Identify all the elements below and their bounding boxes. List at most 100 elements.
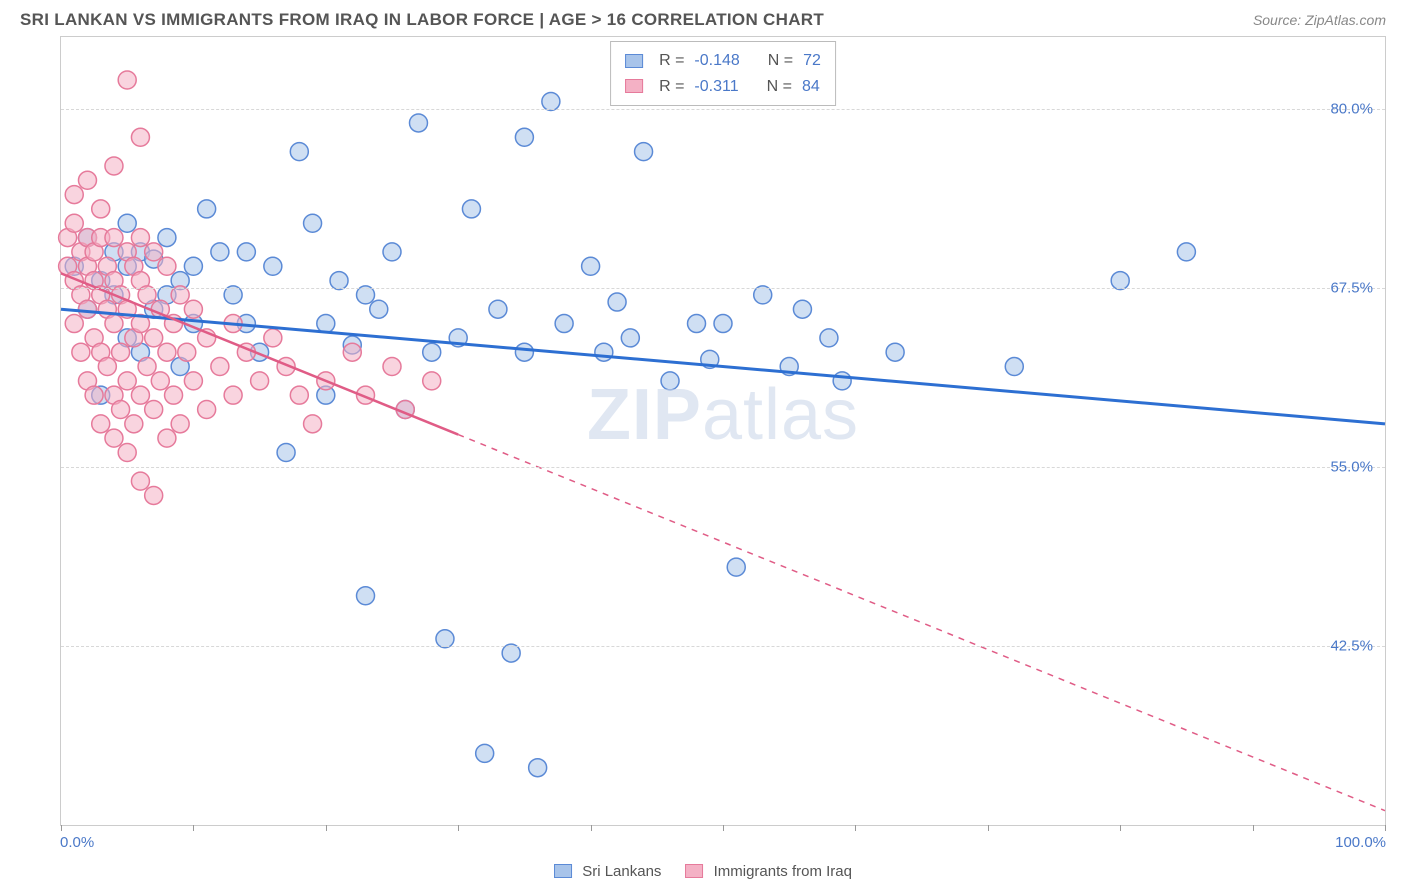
scatter-point [383, 358, 401, 376]
scatter-point [224, 386, 242, 404]
scatter-point [886, 343, 904, 361]
scatter-point [529, 759, 547, 777]
chart-svg [61, 37, 1385, 825]
scatter-point [145, 401, 163, 419]
legend-label: Sri Lankans [582, 863, 661, 880]
scatter-point [105, 429, 123, 447]
y-tick-label: 42.5% [1330, 637, 1373, 654]
x-axis-labels: 0.0% 100.0% [60, 834, 1386, 854]
scatter-point [118, 214, 136, 232]
scatter-point [158, 257, 176, 275]
scatter-point [515, 343, 533, 361]
grid-line [61, 467, 1385, 468]
scatter-point [145, 486, 163, 504]
scatter-point [184, 257, 202, 275]
x-tick [1385, 825, 1386, 831]
legend-swatch-icon [685, 864, 703, 878]
legend-item: Sri Lankans [554, 863, 661, 880]
scatter-point [211, 358, 229, 376]
scatter-point [198, 200, 216, 218]
grid-line [61, 288, 1385, 289]
title-bar: SRI LANKAN VS IMMIGRANTS FROM IRAQ IN LA… [0, 0, 1406, 36]
scatter-point [727, 558, 745, 576]
scatter-point [383, 243, 401, 261]
scatter-point [65, 186, 83, 204]
scatter-point [1177, 243, 1195, 261]
scatter-point [158, 343, 176, 361]
legend-label: Immigrants from Iraq [714, 863, 852, 880]
x-tick [193, 825, 194, 831]
stat-N-value: 72 [803, 48, 821, 74]
series-legend: Sri Lankans Immigrants from Iraq [554, 863, 852, 880]
scatter-point [661, 372, 679, 390]
scatter-point [290, 386, 308, 404]
scatter-point [98, 358, 116, 376]
stat-R-value: -0.311 [694, 74, 738, 100]
trend-line-extrapolated [458, 435, 1385, 811]
scatter-point [85, 386, 103, 404]
scatter-point [370, 300, 388, 318]
scatter-point [462, 200, 480, 218]
stat-row: R = -0.148 N = 72 [625, 48, 821, 74]
scatter-point [304, 214, 322, 232]
scatter-point [78, 300, 96, 318]
scatter-point [595, 343, 613, 361]
scatter-point [211, 243, 229, 261]
scatter-point [171, 415, 189, 433]
legend-swatch-icon [625, 54, 643, 68]
stat-N-label: N = [767, 74, 792, 100]
scatter-point [635, 143, 653, 161]
scatter-point [138, 358, 156, 376]
scatter-point [65, 214, 83, 232]
scatter-point [184, 300, 202, 318]
y-tick-label: 55.0% [1330, 458, 1373, 475]
scatter-point [78, 171, 96, 189]
scatter-point [158, 429, 176, 447]
scatter-point [277, 443, 295, 461]
stat-N-label: N = [768, 48, 793, 74]
stat-row: R = -0.311 N = 84 [625, 74, 821, 100]
y-tick-label: 80.0% [1330, 100, 1373, 117]
scatter-point [409, 114, 427, 132]
x-tick [988, 825, 989, 831]
scatter-point [423, 372, 441, 390]
chart-title: SRI LANKAN VS IMMIGRANTS FROM IRAQ IN LA… [20, 10, 824, 30]
scatter-point [65, 315, 83, 333]
scatter-point [343, 343, 361, 361]
scatter-point [688, 315, 706, 333]
scatter-point [72, 343, 90, 361]
scatter-point [145, 329, 163, 347]
scatter-point [112, 401, 130, 419]
scatter-point [131, 386, 149, 404]
scatter-point [145, 243, 163, 261]
scatter-point [118, 71, 136, 89]
scatter-point [92, 200, 110, 218]
scatter-point [198, 401, 216, 419]
scatter-point [608, 293, 626, 311]
x-tick [591, 825, 592, 831]
scatter-point [317, 315, 335, 333]
scatter-point [112, 343, 130, 361]
scatter-point [151, 372, 169, 390]
grid-line [61, 646, 1385, 647]
scatter-point [184, 372, 202, 390]
scatter-point [178, 343, 196, 361]
source-attribution: Source: ZipAtlas.com [1253, 12, 1386, 28]
y-tick-label: 67.5% [1330, 279, 1373, 296]
scatter-point [264, 257, 282, 275]
scatter-point [290, 143, 308, 161]
stat-N-value: 84 [802, 74, 820, 100]
scatter-point [515, 128, 533, 146]
scatter-point [105, 315, 123, 333]
chart-plot-area: R = -0.148 N = 72 R = -0.311 N = 84 ZIPa… [60, 36, 1386, 826]
scatter-point [165, 386, 183, 404]
scatter-point [131, 472, 149, 490]
scatter-point [131, 229, 149, 247]
x-tick [855, 825, 856, 831]
scatter-point [251, 372, 269, 390]
x-tick [1253, 825, 1254, 831]
x-tick [723, 825, 724, 831]
scatter-point [105, 157, 123, 175]
scatter-point [237, 243, 255, 261]
scatter-point [423, 343, 441, 361]
